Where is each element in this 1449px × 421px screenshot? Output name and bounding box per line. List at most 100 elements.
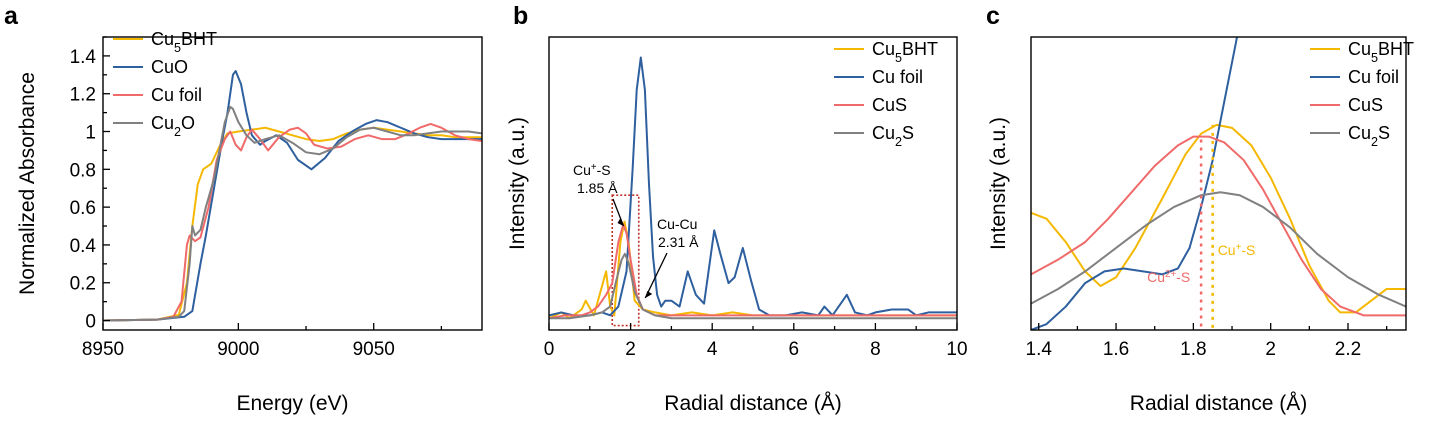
legend-label: Cu5BHT [1348,39,1414,65]
panel-a: 8950 9000 9050 0 0.2 0.4 0.6 0.8 1 1.2 1.4 Energy (… [16,29,483,415]
legend-label: Cu5BHT [872,39,938,65]
label-base: Cu [1348,123,1371,143]
legend-label: CuS [1348,95,1383,115]
x-tick-label: 0 [544,339,555,360]
series-line-cu-foil [549,56,957,317]
panel-letter-b: b [513,2,528,30]
y-tick-label: 0 [85,312,96,333]
y-tick-label: 0.8 [70,160,96,181]
plot-frame [102,36,483,331]
legend-label: Cu foil [872,67,923,87]
legend-label: CuO [151,57,188,77]
x-tick-label: 6 [789,339,800,360]
annotation-cu-plus-s: Cu+-S [573,162,611,179]
label-superscript: + [1236,242,1242,253]
legend-label: Cu2O [151,113,195,139]
label-base: Cu foil [1348,67,1399,87]
x-tick-label: 1.6 [1103,339,1129,360]
y-axis-title: Normalized Absorbance [16,72,39,295]
label-rest: BHT [181,29,217,49]
series-line-cus [549,223,957,320]
series-line-cuo [103,70,482,322]
label-base: Cu [1218,242,1236,258]
label-rest: -S [1241,242,1255,258]
label-superscript: + [591,162,597,173]
series-line-cu5bht [1031,123,1406,314]
x-axis-title: Energy (eV) [236,392,348,415]
y-tick-label: 1 [85,123,96,144]
label-base: Cu [872,123,895,143]
x-tick-label: 9000 [217,339,259,360]
annotation-arrow-2 [644,252,668,299]
label-subscript: 2 [1371,135,1378,149]
x-tick-label: 1.8 [1180,339,1206,360]
annotation-arrowhead-1 [617,218,624,226]
panel-letter-c: c [986,2,1000,30]
x-axis-title: Radial distance (Å) [664,392,841,415]
label-base: Cu [151,29,174,49]
x-tick-label: 1.4 [1026,339,1053,360]
label-base: Cu foil [151,85,202,105]
label-subscript: 2 [174,125,181,139]
y-tick-label: 1.4 [70,47,97,68]
label-subscript: 2 [895,135,902,149]
y-tick-label: 0.4 [70,236,97,257]
label-subscript: 5 [895,51,902,65]
annotation-arrowhead-2 [645,291,653,298]
label-base: Cu [872,39,895,59]
legend-label: Cu2S [872,123,914,149]
x-tick-label: 8 [870,339,881,360]
series-line-cu2s [1031,191,1406,308]
series-line-cu-foil [103,122,482,322]
x-tick-label: 9050 [353,339,395,360]
series-line-cu-foil [1031,37,1239,330]
annotation-cu-cu: Cu-Cu [657,216,697,232]
x-tick-label: 8950 [82,339,124,360]
label-base: Cu foil [872,67,923,87]
label-base: CuS [872,95,907,115]
highlight-box [611,194,640,327]
label-rest: BHT [902,39,938,59]
label-base: CuO [151,57,188,77]
y-tick-label: 0.6 [70,198,96,219]
x-tick-label: 2 [1265,339,1276,360]
label-base: Cu [151,113,174,133]
label-subscript: 5 [174,41,181,55]
legend-label: Cu foil [151,85,202,105]
panel-letter-a: a [4,2,19,30]
label-base: Cu [1348,39,1371,59]
legend-label: Cu2S [1348,123,1390,149]
annotation-cu-cu-distance: 2.31 Å [658,234,699,250]
marker-label-0: Cu2+-S [1147,269,1190,286]
y-tick-label: 1.2 [70,85,96,106]
series-line-cus [1031,135,1406,317]
x-axis-title: Radial distance (Å) [1130,392,1307,415]
y-axis-title: Intensity (a.u.) [987,117,1010,250]
legend-label: CuS [872,95,907,115]
label-base: CuS [1348,95,1383,115]
series-line-cu5bht [103,126,482,322]
marker-label-1: Cu+-S [1218,242,1256,259]
x-tick-label: 10 [946,339,967,360]
label-superscript: 2+ [1165,269,1176,280]
y-axis-title: Intensity (a.u.) [506,117,529,250]
label-base: Cu [573,162,591,178]
label-base: Cu [1147,269,1165,285]
annotation-cu-plus-s-distance: 1.85 Å [577,180,618,196]
series-line-cu2o [103,105,482,322]
label-rest: O [181,113,195,133]
series-line-cu2s [549,252,957,320]
label-rest: S [1378,123,1390,143]
label-rest: BHT [1378,39,1414,59]
label-rest: -S [597,162,611,178]
legend-label: Cu5BHT [151,29,217,55]
x-tick-label: 2 [625,339,636,360]
x-tick-label: 2.2 [1335,339,1361,360]
plot-frame [1030,36,1407,331]
label-subscript: 5 [1371,51,1378,65]
x-tick-label: 4 [707,339,718,360]
y-tick-label: 0.2 [70,274,96,295]
legend-label: Cu foil [1348,67,1399,87]
